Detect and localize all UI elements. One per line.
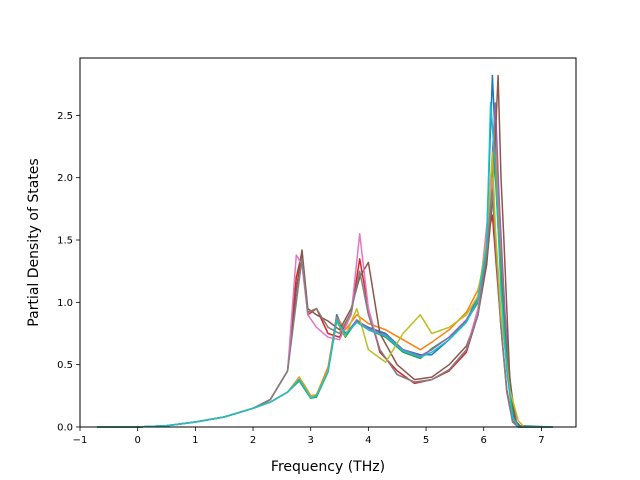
y-axis-label: Partial Density of States (26, 158, 42, 326)
x-tick-label: 1 (192, 435, 198, 446)
y-tick-label: 2.0 (57, 173, 73, 184)
plot-area-frame (79, 57, 577, 428)
y-tick-label: 2.5 (57, 111, 73, 122)
x-tick-label: 7 (538, 435, 544, 446)
x-axis: −1 0 1 2 3 4 5 6 7 (73, 427, 545, 446)
x-tick-label: 3 (308, 435, 314, 446)
x-tick-label: −1 (73, 435, 88, 446)
y-tick-label: 1.0 (57, 298, 73, 309)
y-tick-label: 0.5 (57, 360, 73, 371)
y-tick-label: 0.0 (57, 423, 73, 434)
plot-lines (97, 74, 553, 428)
x-tick-label: 6 (481, 435, 487, 446)
y-axis: 0.0 0.5 1.0 1.5 2.0 2.5 (57, 111, 80, 434)
y-tick-label: 1.5 (57, 236, 73, 247)
x-axis-label: Frequency (THz) (271, 459, 385, 475)
x-tick-label: 0 (134, 435, 140, 446)
x-tick-label: 2 (250, 435, 256, 446)
x-tick-label: 4 (365, 435, 371, 446)
x-tick-label: 5 (423, 435, 429, 446)
series-line-10 (97, 102, 553, 428)
